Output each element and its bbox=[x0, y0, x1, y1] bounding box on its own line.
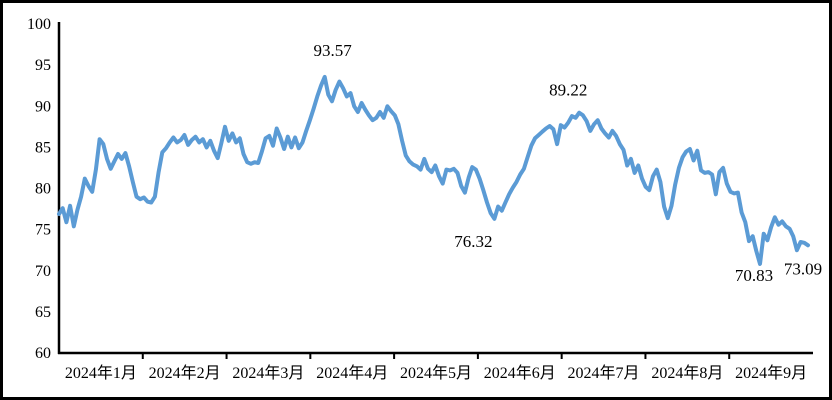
point-annotation: 76.32 bbox=[454, 232, 492, 251]
x-month-label: 2024年7月 bbox=[568, 364, 640, 382]
y-tick-label: 85 bbox=[35, 139, 51, 156]
x-month-label: 2024年8月 bbox=[651, 364, 723, 382]
y-tick-label: 60 bbox=[35, 345, 51, 362]
x-month-label: 2024年3月 bbox=[232, 364, 304, 382]
x-month-label: 2024年9月 bbox=[735, 364, 807, 382]
x-month-label: 2024年2月 bbox=[149, 364, 221, 382]
x-month-label: 2024年5月 bbox=[400, 364, 472, 382]
point-annotation: 93.57 bbox=[314, 41, 353, 60]
x-month-label: 2024年6月 bbox=[484, 364, 556, 382]
point-annotation: 73.09 bbox=[784, 259, 822, 278]
line-chart: 100 95 90 85 80 75 70 65 60 2024年1月 2024年2月 2024年3月… bbox=[27, 16, 822, 382]
point-annotation: 70.83 bbox=[735, 266, 773, 285]
point-annotation: 89.22 bbox=[549, 81, 587, 100]
y-tick-label: 90 bbox=[35, 98, 51, 115]
y-tick-label: 65 bbox=[35, 304, 51, 321]
y-tick-label: 70 bbox=[35, 263, 51, 280]
x-month-label: 2024年1月 bbox=[65, 364, 137, 382]
y-tick-label: 80 bbox=[35, 181, 51, 198]
data-line bbox=[57, 74, 810, 266]
y-tick-label: 100 bbox=[27, 16, 51, 33]
x-month-label: 2024年4月 bbox=[316, 364, 388, 382]
y-tick-label: 95 bbox=[35, 57, 51, 74]
y-tick-label: 75 bbox=[35, 222, 51, 239]
